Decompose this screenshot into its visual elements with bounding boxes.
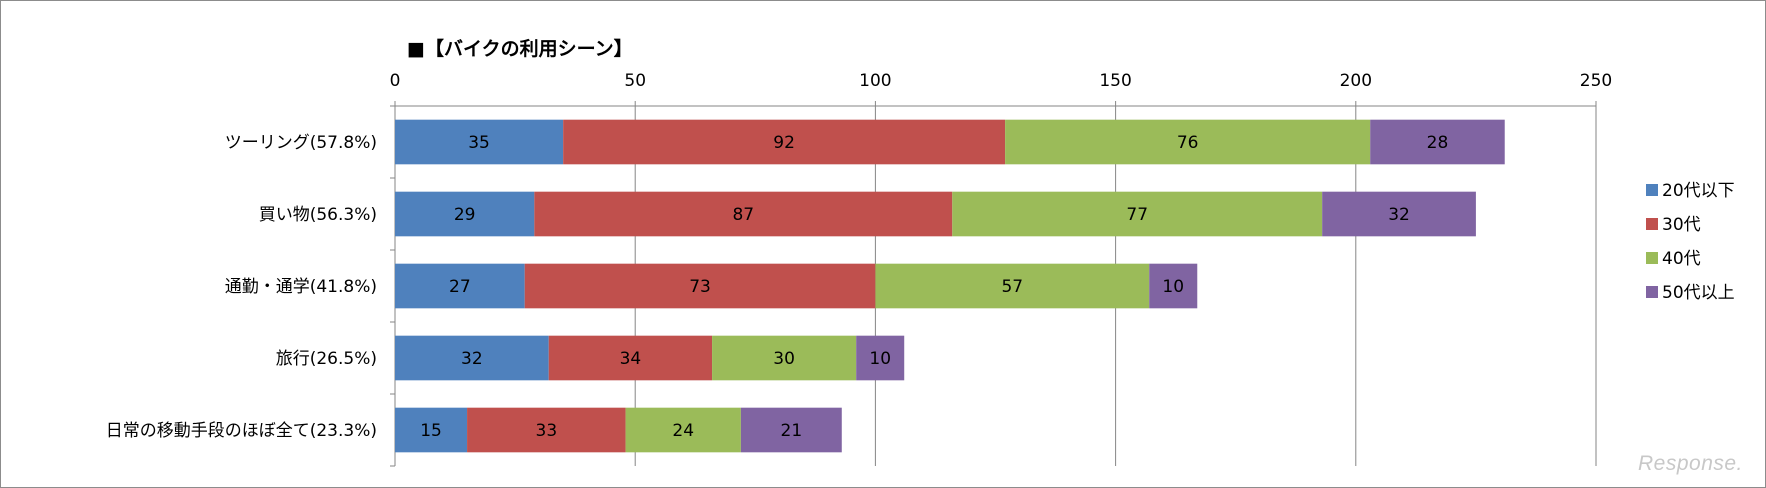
- bar-segment: [467, 407, 626, 453]
- data-label: 15: [420, 421, 442, 441]
- data-label: 32: [1388, 205, 1410, 225]
- data-label: 10: [869, 349, 891, 369]
- legend-label: 40代: [1662, 249, 1701, 269]
- category-label: 買い物(56.3%): [259, 205, 377, 225]
- bar-segment: [712, 335, 857, 381]
- data-label: 27: [449, 277, 471, 297]
- bar-segment: [395, 119, 564, 165]
- bar-segment: [1322, 191, 1476, 237]
- data-label: 76: [1177, 133, 1199, 153]
- bar-segment: [740, 407, 842, 453]
- data-label: 10: [1162, 277, 1184, 297]
- data-label: 92: [773, 133, 795, 153]
- x-tick-label: 150: [1099, 71, 1131, 91]
- x-tick-label: 100: [859, 71, 891, 91]
- data-label: 35: [468, 133, 490, 153]
- watermark-logo: Response.: [1638, 452, 1743, 475]
- bar-segment: [534, 191, 953, 237]
- chart-title: ■【バイクの利用シーン】: [407, 38, 633, 60]
- bar-segment: [395, 335, 549, 381]
- data-label: 87: [732, 205, 754, 225]
- legend-label: 30代: [1662, 215, 1701, 235]
- category-label: 旅行(26.5%): [276, 349, 377, 369]
- data-label: 29: [454, 205, 476, 225]
- data-label: 57: [1001, 277, 1023, 297]
- category-label: 通勤・通学(41.8%): [225, 277, 377, 297]
- bar-segment: [856, 335, 905, 381]
- x-tick-label: 50: [624, 71, 646, 91]
- legend-swatch: [1646, 184, 1658, 196]
- x-tick-label: 250: [1580, 71, 1612, 91]
- data-label: 30: [773, 349, 795, 369]
- data-label: 77: [1126, 205, 1148, 225]
- bar-segment: [952, 191, 1323, 237]
- legend-label: 20代以下: [1662, 181, 1735, 201]
- x-tick-label: 0: [390, 71, 401, 91]
- bar-segment: [548, 335, 713, 381]
- category-label: 日常の移動手段のほぼ全て(23.3%): [106, 421, 377, 441]
- bar-segment: [395, 191, 535, 237]
- bar-segment: [1370, 119, 1505, 165]
- bar-segment: [875, 263, 1150, 309]
- bar-segment: [395, 263, 525, 309]
- data-label: 34: [620, 349, 642, 369]
- bar-segment: [524, 263, 876, 309]
- legend-swatch: [1646, 286, 1658, 298]
- bar-segment: [563, 119, 1006, 165]
- legend-swatch: [1646, 218, 1658, 230]
- bar-segment: [1149, 263, 1198, 309]
- bar-segment: [395, 407, 468, 453]
- data-label: 24: [672, 421, 694, 441]
- bar-segment: [625, 407, 741, 453]
- x-tick-label: 200: [1340, 71, 1372, 91]
- legend-label: 50代以上: [1662, 283, 1735, 303]
- category-label: ツーリング(57.8%): [225, 133, 377, 153]
- data-label: 73: [689, 277, 711, 297]
- data-label: 28: [1427, 133, 1449, 153]
- data-label: 33: [536, 421, 558, 441]
- legend-swatch: [1646, 252, 1658, 264]
- data-label: 21: [781, 421, 803, 441]
- bar-segment: [1005, 119, 1371, 165]
- data-label: 32: [461, 349, 483, 369]
